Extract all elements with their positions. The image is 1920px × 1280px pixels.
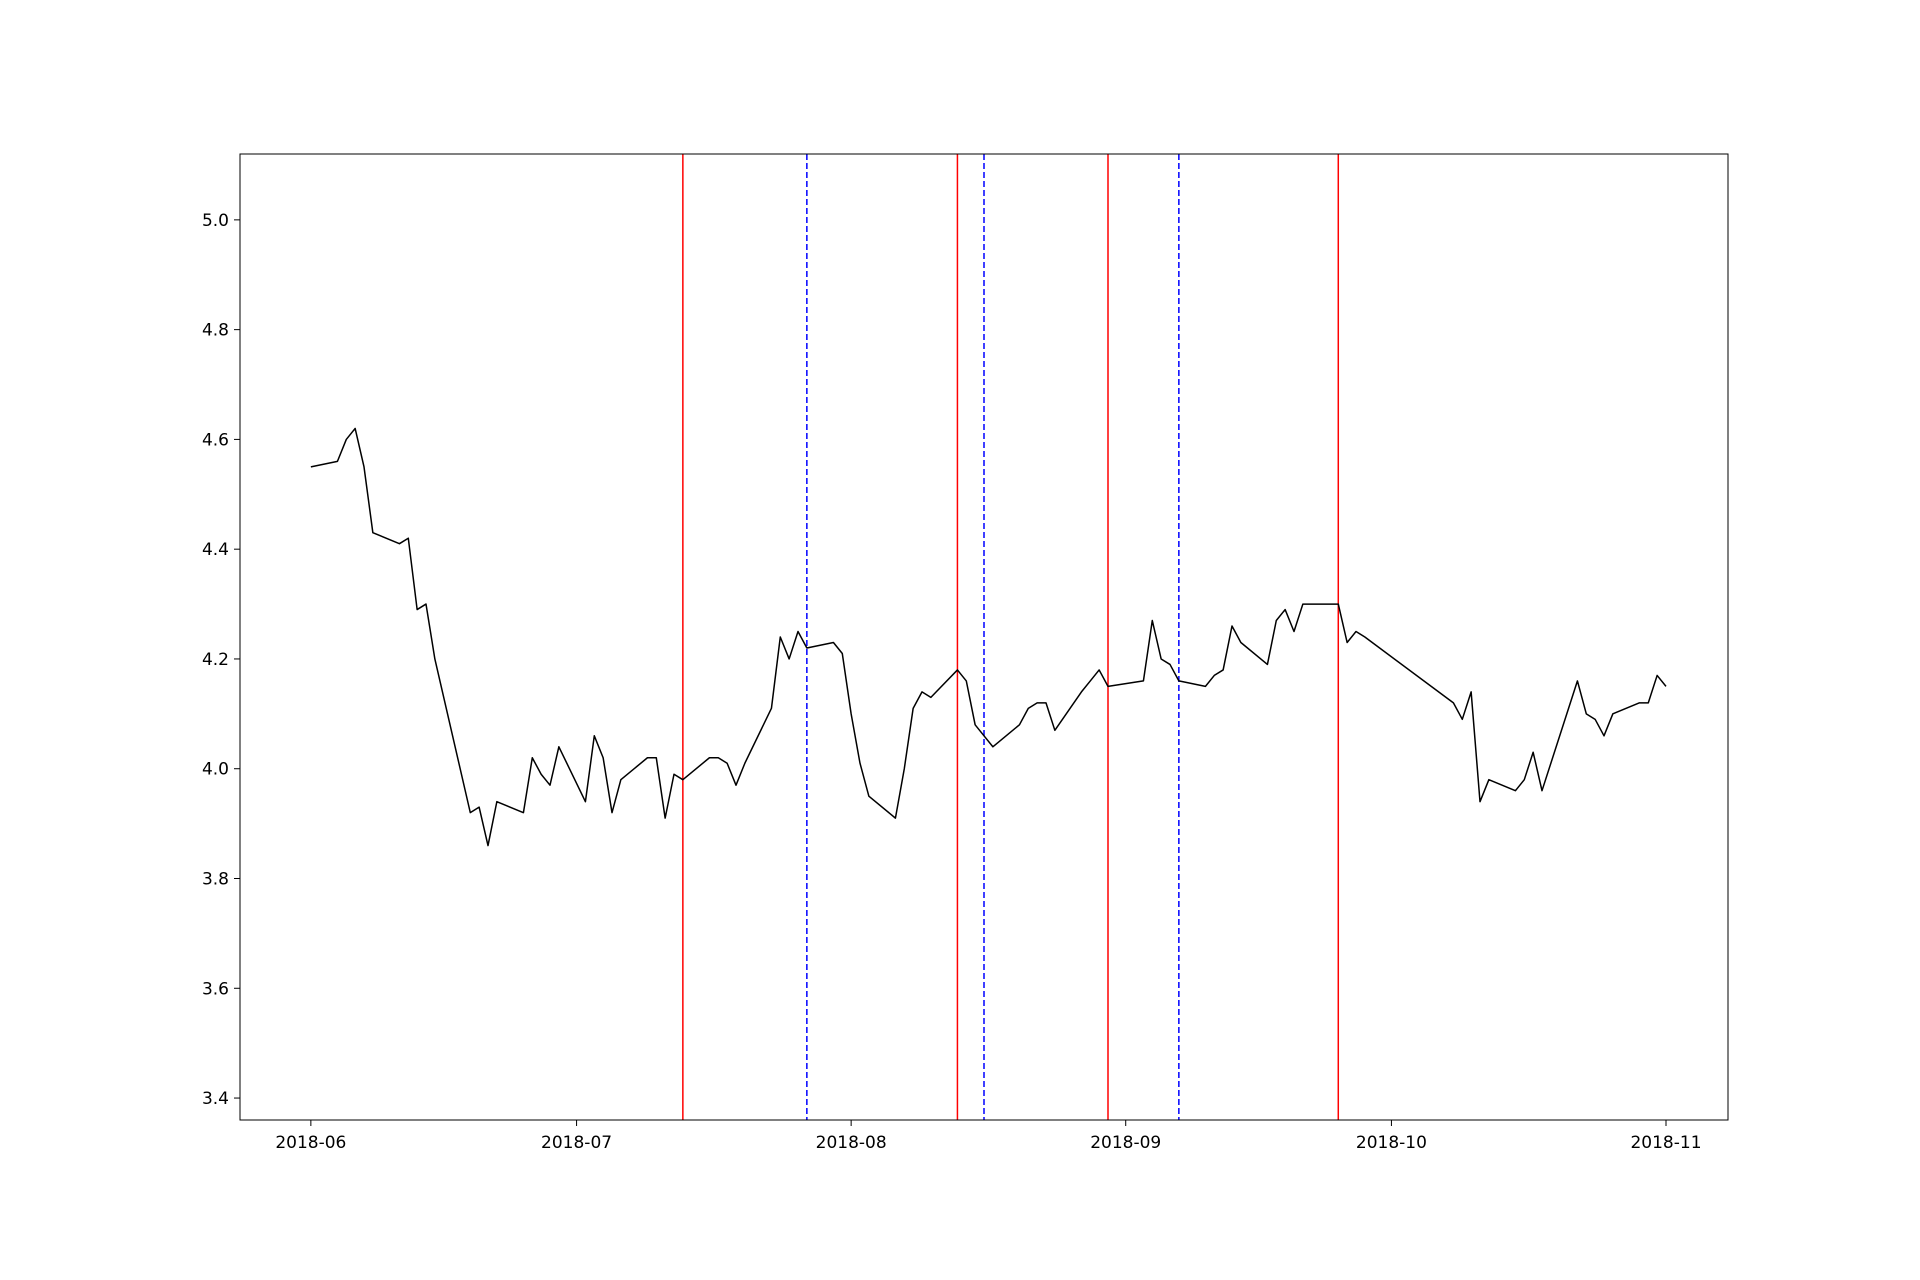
series-layer [310,427,1667,847]
x-tick-label-1: 2018-07 [541,1133,612,1153]
x-tick-label-5: 2018-11 [1630,1133,1701,1153]
y-tick-label-8: 5.0 [202,211,229,231]
x-tick-label-2: 2018-08 [816,1133,887,1153]
x-tick-label-0: 2018-06 [275,1133,346,1153]
x-axis: 2018-06 2018-07 2018-08 2018-09 2018-10 2018-… [275,1120,1702,1153]
y-tick-label-6: 4.6 [202,430,229,450]
y-tick-label-0: 3.4 [202,1089,229,1109]
y-tick-label-7: 4.8 [202,321,229,341]
y-tick-label-4: 4.2 [202,650,229,670]
series-line-0 [310,427,1667,847]
x-tick-label-3: 2018-09 [1090,1133,1161,1153]
y-tick-label-1: 3.6 [202,979,229,999]
x-tick-label-4: 2018-10 [1356,1133,1427,1153]
vertical-lines [682,154,1340,1120]
y-axis: 3.4 3.6 3.8 4.0 4.2 4.4 4.6 4.8 5.0 [202,211,240,1109]
y-tick-label-3: 4.0 [202,760,229,780]
y-tick-label-2: 3.8 [202,870,229,890]
y-tick-label-5: 4.4 [202,540,229,560]
plot-frame [239,153,1729,1121]
